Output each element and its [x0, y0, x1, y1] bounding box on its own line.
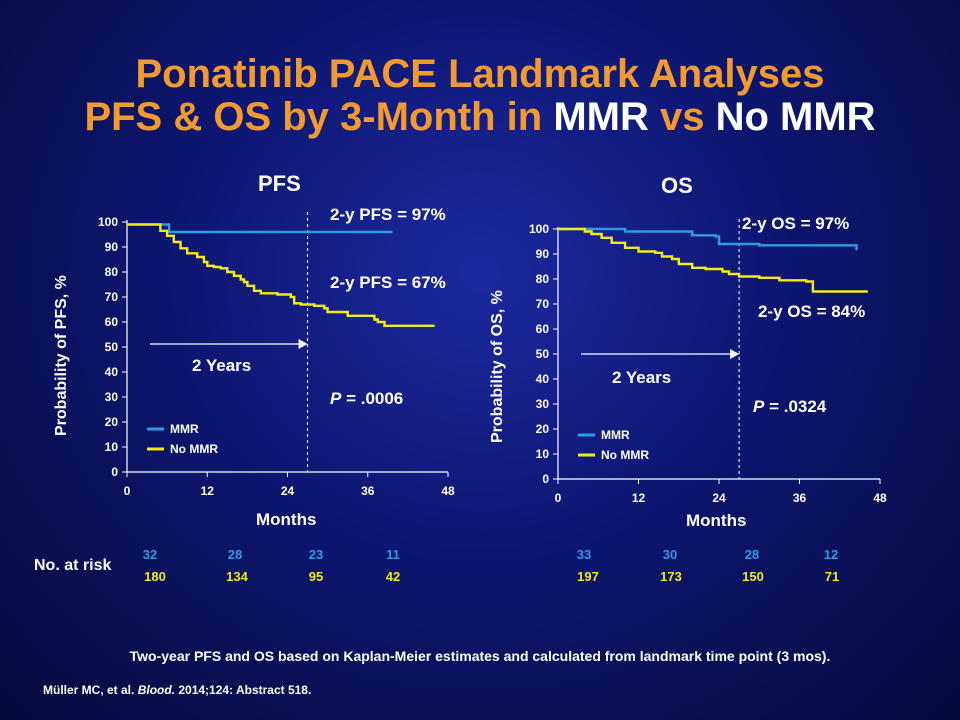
pfs-risk-nommr-2: 95 — [308, 569, 324, 584]
pfs-y-tick-label: 100 — [98, 215, 118, 229]
os-y-tick-label: 60 — [536, 322, 550, 336]
pfs-p-value: P = .0006 — [330, 389, 403, 409]
pfs-legend-mmr-label: MMR — [170, 422, 199, 436]
citation-journal: Blood. — [137, 683, 176, 697]
os-mmr-curve — [558, 227, 858, 251]
os-arrow-head — [730, 349, 740, 359]
pfs-y-tick-label: 80 — [105, 265, 119, 279]
os-p-symbol: P — [753, 397, 765, 416]
pfs-y-tick-label: 20 — [105, 415, 119, 429]
pfs-x-tick-label: 24 — [281, 484, 295, 498]
pfs-x-tick-label: 36 — [361, 484, 375, 498]
pfs-risk-mmr-3: 11 — [386, 547, 400, 562]
pfs-p-symbol: P — [330, 389, 342, 408]
slide-title-line2: PFS & OS by 3-Month in MMR vs No MMR — [0, 96, 960, 138]
os-p-number: = .0324 — [764, 397, 827, 416]
os-risk-mmr-3: 12 — [823, 547, 839, 562]
os-risk-mmr-0: 33 — [576, 547, 592, 562]
os-risk-nommr-1: 173 — [660, 569, 682, 584]
pfs-x-tick-label: 12 — [201, 484, 215, 498]
pfs-x-tick-label: 48 — [441, 484, 455, 498]
os-risk-mmr-2: 28 — [744, 547, 760, 562]
pfs-risk-nommr-3: 42 — [385, 569, 401, 584]
os-x-axis-label: Months — [686, 511, 747, 530]
os-legend-no-mmr-label: No MMR — [601, 448, 649, 462]
os-risk-nommr-2: 150 — [742, 569, 764, 584]
os-y-tick-label: 80 — [536, 272, 550, 286]
pfs-risk-nommr-1: 134 — [226, 569, 248, 584]
os-risk-nommr-0: 197 — [577, 569, 599, 584]
pfs-y-tick-label: 40 — [105, 365, 119, 379]
pfs-y-tick-label: 10 — [105, 440, 119, 454]
os-y-tick-label: 20 — [536, 422, 550, 436]
pfs-y-tick-label: 30 — [105, 390, 119, 404]
os-y-tick-label: 40 — [536, 372, 550, 386]
title-prefix: PFS & OS by 3-Month in — [84, 95, 554, 139]
os-arrow-label: 2 Years — [612, 368, 672, 387]
pfs-x-axis-label: Months — [256, 510, 317, 529]
os-chart-title: OS — [661, 173, 693, 198]
os-risk-mmr-1: 30 — [662, 547, 678, 562]
os-y-tick-label: 30 — [536, 397, 550, 411]
pfs-p-number: = .0006 — [341, 389, 404, 408]
pfs-y-tick-label: 70 — [105, 290, 119, 304]
os-x-tick-label: 24 — [712, 491, 726, 505]
os-x-tick-label: 36 — [793, 491, 807, 505]
slide-title-line1: Ponatinib PACE Landmark Analyses — [135, 52, 825, 96]
title-mmr: MMR — [553, 95, 649, 139]
os-legend-mmr-label: MMR — [601, 428, 630, 442]
os-risk-nommr-3: 71 — [824, 569, 840, 584]
os-no-mmr-curve — [558, 227, 868, 293]
os-x-tick-label: 0 — [555, 491, 562, 505]
os-mmr-annotation: 2-y OS = 97% — [742, 214, 850, 233]
pfs-arrow-head — [298, 339, 308, 349]
pfs-nommr-annotation: 2-y PFS = 67% — [330, 273, 446, 292]
citation-details: 2014;124: Abstract 518. — [175, 683, 312, 697]
os-x-tick-label: 48 — [873, 491, 887, 505]
pfs-legend-no-mmr-label: No MMR — [170, 442, 218, 456]
os-y-tick-label: 0 — [542, 472, 549, 486]
os-y-tick-label: 70 — [536, 297, 550, 311]
pfs-y-tick-label: 60 — [105, 315, 119, 329]
pfs-y-tick-label: 0 — [111, 465, 118, 479]
os-nommr-annotation: 2-y OS = 84% — [758, 302, 866, 321]
footnote: Two-year PFS and OS based on Kaplan-Meie… — [129, 648, 831, 664]
os-chart: 0 10 20 30 40 50 60 70 80 90 100 0 12 24 36 48 MMR No MMR — [529, 219, 887, 505]
citation-authors: Müller MC, et al. — [43, 683, 138, 697]
title-vs: vs — [648, 95, 716, 139]
risk-table-label: No. at risk — [34, 557, 112, 574]
pfs-arrow-label: 2 Years — [192, 356, 252, 375]
os-x-tick-label: 12 — [632, 491, 646, 505]
title-nommr: No MMR — [715, 95, 876, 139]
citation: Müller MC, et al. Blood. 2014;124: Abstr… — [43, 683, 311, 697]
os-y-tick-label: 10 — [536, 447, 550, 461]
pfs-y-tick-label: 90 — [105, 240, 119, 254]
pfs-risk-mmr-2: 23 — [308, 547, 324, 562]
pfs-chart-title: PFS — [258, 171, 301, 196]
pfs-risk-mmr-0: 32 — [142, 547, 158, 562]
os-y-tick-label: 90 — [536, 247, 550, 261]
pfs-x-tick-label: 0 — [124, 484, 131, 498]
os-p-value: P = .0324 — [753, 397, 826, 417]
pfs-no-mmr-curve — [127, 223, 435, 327]
os-y-tick-label: 50 — [536, 347, 550, 361]
pfs-mmr-annotation: 2-y PFS = 97% — [330, 205, 446, 224]
pfs-risk-nommr-0: 180 — [144, 569, 166, 584]
pfs-chart: 0 10 20 30 40 50 60 70 80 90 100 0 12 24 36 48 MMR No MMR — [98, 212, 455, 498]
pfs-y-tick-label: 50 — [105, 340, 119, 354]
pfs-risk-mmr-1: 28 — [227, 547, 243, 562]
os-y-tick-label: 100 — [529, 222, 549, 236]
